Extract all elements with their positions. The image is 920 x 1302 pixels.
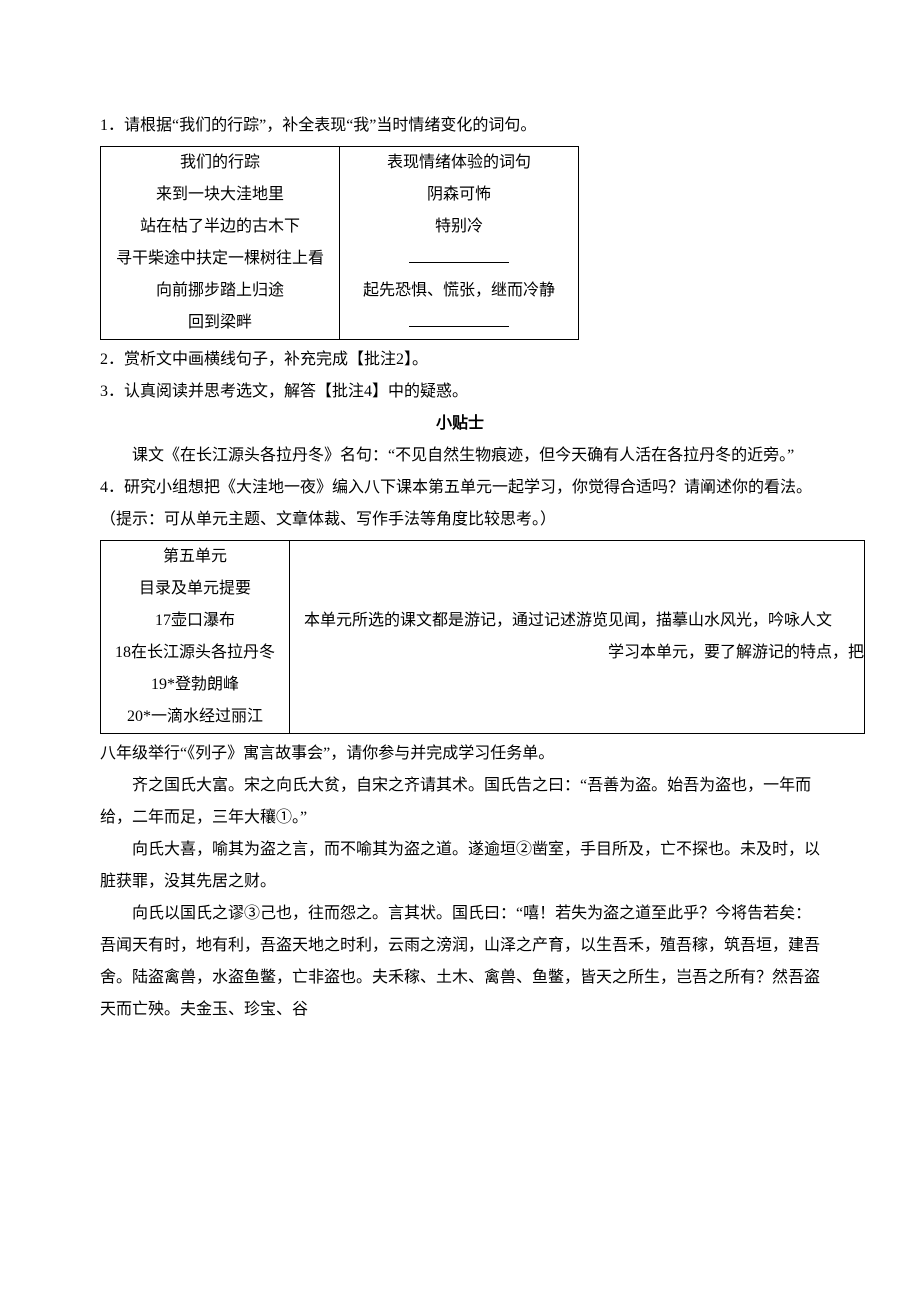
table-row: 第五单元 目录及单元提要 17壶口瀑布 18在长江源头各拉丹冬 19*登勃朗峰 … bbox=[101, 541, 865, 734]
unit-desc-line1: 本单元所选的课文都是游记，通过记述游览见闻，描摹山水风光，吟咏人文 bbox=[304, 605, 864, 637]
q1-cell: 来到一块大洼地里 bbox=[101, 179, 339, 211]
tip-body: 课文《在长江源头各拉丹冬》名句：“不见自然生物痕迹，但今天确有人活在各拉丹冬的近… bbox=[100, 440, 820, 472]
q1-cell: 寻干柴途中扶定一棵树往上看 bbox=[101, 243, 339, 275]
q1-blank bbox=[340, 307, 578, 339]
unit-desc-line2: 学习本单元，要了解游记的特点，把 bbox=[304, 637, 864, 669]
tip-title: 小贴士 bbox=[100, 408, 820, 440]
q1-header-right: 表现情绪体验的词句 bbox=[340, 147, 578, 179]
q1-cell: 回到梁畔 bbox=[101, 307, 339, 339]
story-paragraph: 向氏以国氏之谬③己也，往而怨之。言其状。国氏曰：“嘻！若失为盗之道至此乎？今将告… bbox=[100, 898, 820, 1026]
q1-cell: 站在枯了半边的古木下 bbox=[101, 211, 339, 243]
unit-item: 20*一滴水经过丽江 bbox=[107, 701, 283, 733]
q1-cell: 起先恐惧、慌张，继而冷静 bbox=[340, 275, 578, 307]
story-paragraph: 齐之国氏大富。宋之向氏大贫，自宋之齐请其术。国氏告之曰：“吾善为盗。始吾为盗也，… bbox=[100, 770, 820, 834]
question-4-table: 第五单元 目录及单元提要 17壶口瀑布 18在长江源头各拉丹冬 19*登勃朗峰 … bbox=[100, 540, 865, 734]
question-1-text: 1．请根据“我们的行踪”，补全表现“我”当时情绪变化的词句。 bbox=[100, 110, 820, 142]
question-3-text: 3．认真阅读并思考选文，解答【批注4】中的疑惑。 bbox=[100, 376, 820, 408]
question-4-text: 4．研究小组想把《大洼地一夜》编入八下课本第五单元一起学习，你觉得合适吗？请阐述… bbox=[100, 472, 820, 536]
q1-header-left: 我们的行踪 bbox=[101, 147, 339, 179]
unit-item: 18在长江源头各拉丹冬 bbox=[107, 637, 283, 669]
q1-cell: 向前挪步踏上归途 bbox=[101, 275, 339, 307]
story-intro: 八年级举行“《列子》寓言故事会”，请你参与并完成学习任务单。 bbox=[100, 738, 820, 770]
question-2-text: 2．赏析文中画横线句子，补充完成【批注2】。 bbox=[100, 344, 820, 376]
unit-header-2: 目录及单元提要 bbox=[107, 573, 283, 605]
story-paragraph: 向氏大喜，喻其为盗之言，而不喻其为盗之道。遂逾垣②凿室，手目所及，亡不探也。未及… bbox=[100, 834, 820, 898]
unit-header-1: 第五单元 bbox=[107, 541, 283, 573]
q1-blank bbox=[340, 243, 578, 275]
question-1-table: 我们的行踪 来到一块大洼地里 站在枯了半边的古木下 寻干柴途中扶定一棵树往上看 … bbox=[100, 146, 579, 340]
unit-item: 17壶口瀑布 bbox=[107, 605, 283, 637]
q1-cell: 特别冷 bbox=[340, 211, 578, 243]
q1-cell: 阴森可怖 bbox=[340, 179, 578, 211]
unit-item: 19*登勃朗峰 bbox=[107, 669, 283, 701]
table-row: 我们的行踪 来到一块大洼地里 站在枯了半边的古木下 寻干柴途中扶定一棵树往上看 … bbox=[101, 147, 579, 340]
